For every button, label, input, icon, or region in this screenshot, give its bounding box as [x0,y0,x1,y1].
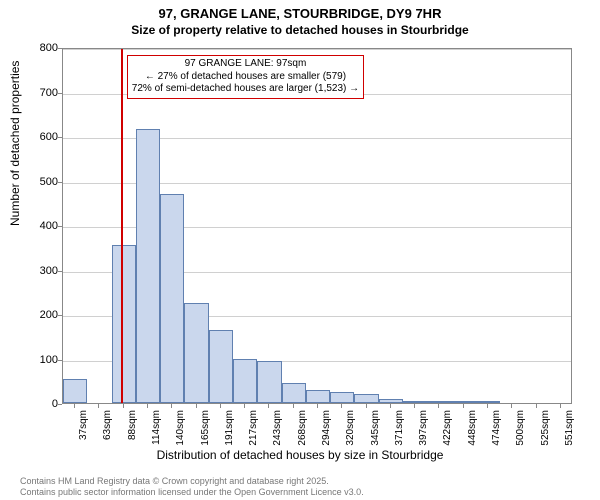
x-tick-label: 191sqm [224,410,235,460]
x-tick-mark [196,404,197,408]
x-tick-label: 525sqm [540,410,551,460]
histogram-bar [160,194,184,403]
y-tick-label: 100 [40,354,58,366]
x-tick-label: 88sqm [127,410,138,460]
x-tick-label: 551sqm [564,410,575,460]
x-tick-mark [487,404,488,408]
y-tick-mark [58,226,62,227]
footer-line1: Contains HM Land Registry data © Crown c… [20,476,364,487]
histogram-bar [427,401,451,403]
footer-line2: Contains public sector information licen… [20,487,364,498]
histogram-bar [330,392,354,403]
annotation-line2: ← 27% of detached houses are smaller (57… [132,71,359,84]
x-tick-mark [463,404,464,408]
x-tick-label: 448sqm [467,410,478,460]
histogram-bar [233,359,257,404]
chart-title-main: 97, GRANGE LANE, STOURBRIDGE, DY9 7HR [0,0,600,21]
x-tick-label: 320sqm [345,410,356,460]
x-tick-label: 63sqm [102,410,113,460]
x-tick-mark [268,404,269,408]
property-marker-line [121,49,123,403]
y-tick-label: 500 [40,176,58,188]
x-tick-mark [74,404,75,408]
histogram-bar [63,379,87,403]
y-tick-mark [58,315,62,316]
x-tick-label: 294sqm [321,410,332,460]
x-tick-label: 397sqm [418,410,429,460]
x-tick-mark [317,404,318,408]
histogram-bar [282,383,306,403]
x-tick-mark [438,404,439,408]
histogram-bar [379,399,403,403]
x-tick-label: 500sqm [515,410,526,460]
x-tick-mark [341,404,342,408]
x-tick-label: 268sqm [297,410,308,460]
x-tick-mark [171,404,172,408]
y-tick-mark [58,404,62,405]
y-tick-label: 700 [40,87,58,99]
x-tick-mark [414,404,415,408]
y-tick-mark [58,360,62,361]
x-tick-mark [511,404,512,408]
x-tick-mark [98,404,99,408]
x-tick-label: 474sqm [491,410,502,460]
chart-title-sub: Size of property relative to detached ho… [0,21,600,41]
y-axis-title: Number of detached properties [8,61,22,226]
x-tick-mark [244,404,245,408]
x-tick-label: 371sqm [394,410,405,460]
x-tick-label: 422sqm [442,410,453,460]
x-tick-mark [366,404,367,408]
y-tick-label: 800 [40,42,58,54]
y-tick-label: 400 [40,220,58,232]
histogram-bar [476,401,500,403]
annotation-line1: 97 GRANGE LANE: 97sqm [132,58,359,71]
histogram-bar [354,394,378,403]
x-tick-mark [123,404,124,408]
histogram-bar [306,390,330,403]
x-tick-label: 345sqm [370,410,381,460]
gridline [63,49,571,50]
y-tick-label: 600 [40,131,58,143]
histogram-bar [112,245,136,403]
y-tick-mark [58,137,62,138]
x-tick-mark [390,404,391,408]
histogram-bar [209,330,233,403]
x-tick-mark [220,404,221,408]
x-tick-label: 165sqm [200,410,211,460]
x-tick-label: 243sqm [272,410,283,460]
x-tick-label: 37sqm [78,410,89,460]
annotation-box: 97 GRANGE LANE: 97sqm ← 27% of detached … [127,55,364,99]
annotation-line3: 72% of semi-detached houses are larger (… [132,83,359,96]
histogram-bar [403,401,427,403]
y-tick-label: 300 [40,265,58,277]
footer-attribution: Contains HM Land Registry data © Crown c… [20,476,364,498]
histogram-bar [184,303,208,403]
histogram-bar [136,129,160,403]
y-tick-mark [58,182,62,183]
x-tick-mark [293,404,294,408]
y-tick-mark [58,271,62,272]
chart-plot-area: 97 GRANGE LANE: 97sqm ← 27% of detached … [62,48,572,404]
x-tick-mark [147,404,148,408]
x-tick-label: 140sqm [175,410,186,460]
histogram-bar [257,361,281,403]
x-tick-label: 217sqm [248,410,259,460]
histogram-bar [452,401,476,403]
y-tick-label: 200 [40,309,58,321]
x-tick-mark [560,404,561,408]
x-tick-mark [536,404,537,408]
y-tick-mark [58,93,62,94]
x-tick-label: 114sqm [151,410,162,460]
y-tick-mark [58,48,62,49]
